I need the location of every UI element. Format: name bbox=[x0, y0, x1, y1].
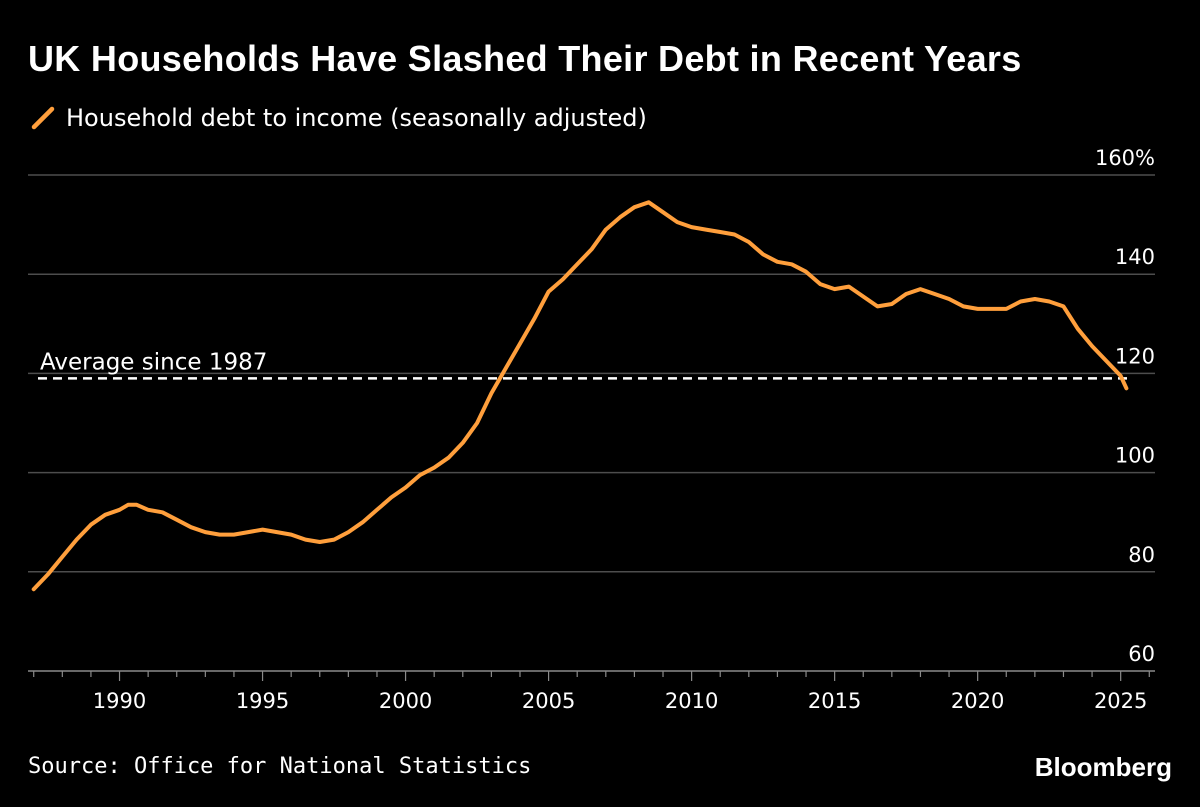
x-tick-label-2015: 2015 bbox=[808, 689, 861, 713]
y-tick-label-80: 80 bbox=[1128, 543, 1155, 567]
x-tick-label-1995: 1995 bbox=[236, 689, 289, 713]
source-note: Source: Office for National Statistics bbox=[28, 754, 532, 779]
legend: Household debt to income (seasonally adj… bbox=[30, 104, 647, 132]
x-tick-label-2000: 2000 bbox=[379, 689, 432, 713]
x-axis bbox=[28, 670, 1155, 681]
series-group bbox=[31, 200, 1129, 592]
y-tick-label-120: 120 bbox=[1115, 344, 1155, 368]
y-tick-label-100: 100 bbox=[1115, 444, 1155, 468]
tick-labels: 160% 140 120 100 80 60 1990 1995 2000 2005 2010 201… bbox=[93, 146, 1155, 713]
x-tick-label-2020: 2020 bbox=[951, 689, 1004, 713]
legend-label: Household debt to income (seasonally adj… bbox=[66, 104, 647, 132]
bloomberg-logo: Bloomberg bbox=[1034, 752, 1172, 782]
x-tick-label-2025: 2025 bbox=[1094, 689, 1147, 713]
series-line-household-debt bbox=[31, 200, 1129, 592]
legend-swatch-icon bbox=[31, 106, 55, 130]
x-tick-label-2010: 2010 bbox=[665, 689, 718, 713]
grid-lines bbox=[28, 174, 1155, 573]
x-tick-label-1990: 1990 bbox=[93, 689, 146, 713]
y-tick-label-160: 160% bbox=[1095, 146, 1155, 170]
reference-line-group: Average since 1987 bbox=[38, 349, 1130, 380]
x-tick-label-2005: 2005 bbox=[522, 689, 575, 713]
y-tick-label-60: 60 bbox=[1128, 642, 1155, 666]
chart-title: UK Households Have Slashed Their Debt in… bbox=[28, 38, 1022, 79]
average-reference-label: Average since 1987 bbox=[40, 349, 267, 375]
y-tick-label-140: 140 bbox=[1115, 245, 1155, 269]
